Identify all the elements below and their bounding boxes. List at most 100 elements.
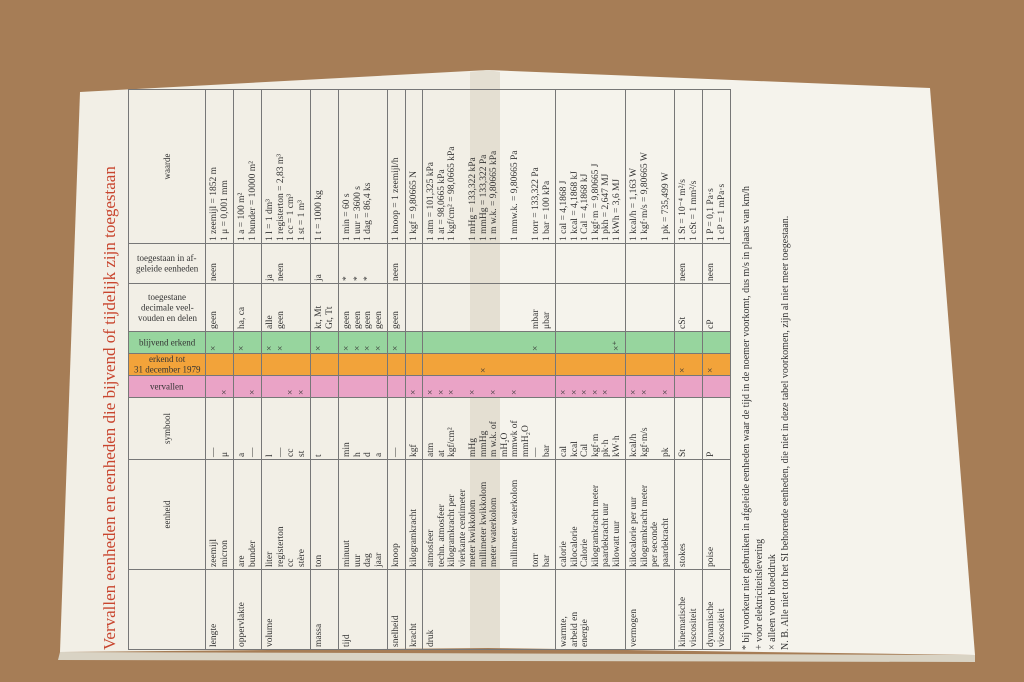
table-cell: cP xyxy=(702,283,731,332)
table-cell: geen xyxy=(205,283,234,332)
table-cell xyxy=(625,331,675,354)
table-cell xyxy=(702,331,731,354)
table-cell xyxy=(205,353,234,376)
table-cell: ja neen xyxy=(261,243,311,284)
table-cell: × xyxy=(422,331,556,354)
table-cell: kt, Mt Gt, Tt xyxy=(310,283,339,332)
table-cell: neen xyxy=(674,243,703,284)
table-cell xyxy=(387,375,405,398)
table-cell: × xyxy=(310,331,339,354)
table-cell xyxy=(310,353,339,376)
table-cell: min h d a xyxy=(338,397,388,460)
table-cell: kilocalorie per uur kilogramkracht meter… xyxy=(625,459,675,570)
table-cell xyxy=(405,283,423,332)
table-cell xyxy=(555,283,626,332)
note: * bij voorkeur niet gebruiken in afgelei… xyxy=(741,185,752,650)
table-cell xyxy=(555,243,626,284)
table-cell: × xyxy=(422,353,556,376)
table-cell xyxy=(625,283,675,332)
column-header: symbool xyxy=(128,397,206,460)
table-cell: kgf xyxy=(405,397,423,460)
table-cell xyxy=(405,331,423,354)
table-cell: minuut uur dag jaar xyxy=(338,459,388,570)
title: Vervallen eenheden en eenheden die bijve… xyxy=(100,166,119,650)
table-row: kinematische viscositeit stokes St × cSt neen… xyxy=(674,89,703,650)
column-header: vervallen xyxy=(128,375,206,398)
table-cell: × × × × xyxy=(338,331,388,354)
table-cell xyxy=(338,375,388,398)
table-cell: calorie kilocalorie Calorie kilogramkrac… xyxy=(555,459,626,570)
table-cell: 1 l = 1 dm³ 1 registerton = 2,83 m³ 1 cc… xyxy=(261,89,311,244)
table-cell: geen xyxy=(387,283,405,332)
table-cell: atmosfeer techn. atmosfeer kilogramkrach… xyxy=(422,459,556,570)
table-cell xyxy=(702,375,731,398)
table-cell: 1 kcal/h = 1,163 W 1 kgf·m/s = 9,80665 W… xyxy=(625,89,675,244)
table-row: oppervlakte are bunder a — × × ha, ca 1 a = … xyxy=(233,89,262,650)
column-header xyxy=(128,569,206,650)
table-cell: 1 kgf = 9,80665 N xyxy=(405,89,423,244)
table-cell: × xyxy=(205,375,234,398)
quantity-cell: druk xyxy=(422,569,556,650)
table-cell xyxy=(625,243,675,284)
quantity-cell: kinematische viscositeit xyxy=(674,569,703,650)
notes: * bij voorkeur niet gebruiken in afgelei… xyxy=(741,90,792,650)
table-cell: neen xyxy=(205,243,234,284)
table-cell: cal kcal Cal kgf·m pk·h kW·h xyxy=(555,397,626,460)
table-cell: mbar μbar xyxy=(422,283,556,332)
table-cell: l — cc st xyxy=(261,397,311,460)
table-cell: atm at kgf/cm² mHg mmHg m w.k. of mH₂O m… xyxy=(422,397,556,460)
column-header: blijvend erkend xyxy=(128,331,206,354)
table-row: warmte, arbeid en energie calorie kilocal… xyxy=(555,89,626,650)
quantity-cell: massa xyxy=(310,569,339,650)
table-cell: St xyxy=(674,397,703,460)
table-cell: × xyxy=(233,331,262,354)
table-cell xyxy=(261,353,311,376)
table-cell xyxy=(338,353,388,376)
table-cell: × xyxy=(674,353,703,376)
table-row: volume liter registerton cc stère l — cc s… xyxy=(261,89,311,650)
page-edges xyxy=(58,652,975,662)
table-cell: × × xyxy=(261,331,311,354)
header-row: eenheid symbool vervallen erkend tot 31 dec… xyxy=(128,89,206,650)
table-cell: are bunder xyxy=(233,459,262,570)
table-cell: knoop xyxy=(387,459,405,570)
column-header: toegestane decimale veel- vouden en dele… xyxy=(128,283,206,332)
table-cell: neen xyxy=(387,243,405,284)
table-cell: t xyxy=(310,397,339,460)
column-header: toegestaan in af- geleide eenheden xyxy=(128,243,206,284)
table-cell: kcal/h kgf·m/s pk xyxy=(625,397,675,460)
table-cell: × × × xyxy=(625,375,675,398)
table-cell: 1 t = 1000 kg xyxy=(310,89,339,244)
note: × alleen voor bloeddruk xyxy=(767,554,778,650)
table-row: snelheid knoop — × geen neen 1 knoop = 1 zeemi… xyxy=(387,89,405,650)
quantity-cell: warmte, arbeid en energie xyxy=(555,569,626,650)
table-row: kracht kilogramkracht kgf × 1 kgf = 9,80665 … xyxy=(405,89,423,650)
table-cell: × xyxy=(233,375,262,398)
column-header: eenheid xyxy=(128,459,206,570)
table-cell: * * * xyxy=(338,243,388,284)
table-cell: 1 a = 100 m² 1 bunder = 10000 m² xyxy=(233,89,262,244)
table-cell: zeemijl micron xyxy=(205,459,234,570)
table-cell: 1 St = 10⁻⁴ m²/s 1 cSt = 1 mm²/s xyxy=(674,89,703,244)
quantity-cell: lengte xyxy=(205,569,234,650)
quantity-cell: snelheid xyxy=(387,569,405,650)
table-cell: 1 zeemijl = 1852 m 1 μ = 0,001 mm xyxy=(205,89,234,244)
table-cell: kilogramkracht xyxy=(405,459,423,570)
table-row: dynamische viscositeit poise P × cP neen 1 P =… xyxy=(702,89,731,650)
table-cell: ha, ca xyxy=(233,283,262,332)
table-cell: × xyxy=(405,375,423,398)
table-row: lengte zeemijl micron — μ × × geen neen 1 zee… xyxy=(205,89,234,650)
table-cell: — μ xyxy=(205,397,234,460)
table-cell: a — xyxy=(233,397,262,460)
table-cell: ja xyxy=(310,243,339,284)
table-cell xyxy=(674,375,703,398)
table-row: massa ton t × kt, Mt Gt, Tt ja 1 t = 1000 kg xyxy=(310,89,339,650)
table-cell xyxy=(625,353,675,376)
units-table: eenheid symbool vervallen erkend tot 31 dec… xyxy=(128,89,731,650)
note: + voor elektriciteitslevering xyxy=(754,538,765,650)
table-cell: alle geen xyxy=(261,283,311,332)
quantity-cell: kracht xyxy=(405,569,423,650)
table-cell: × × × × × xyxy=(555,375,626,398)
table-cell: × × xyxy=(261,375,311,398)
